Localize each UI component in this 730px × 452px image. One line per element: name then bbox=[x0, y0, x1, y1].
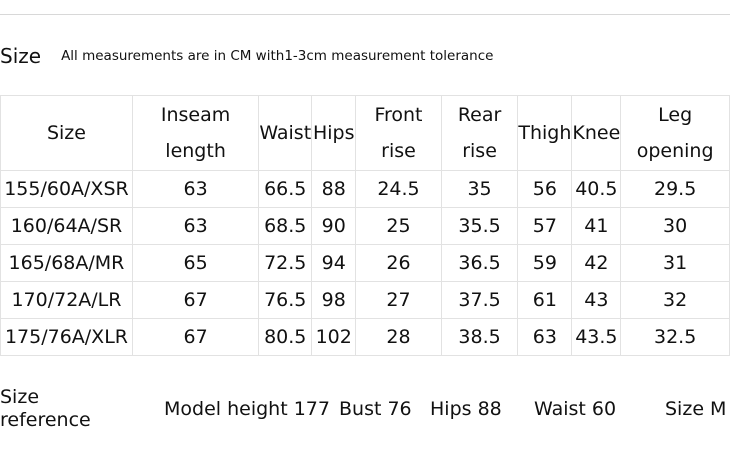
column-header-front-rise: Front rise bbox=[355, 95, 442, 171]
size-header: Size All measurements are in CM with1-3c… bbox=[0, 40, 493, 72]
column-header-line: Leg bbox=[658, 104, 693, 126]
cell-rear-rise: 35.5 bbox=[440, 207, 519, 245]
column-header-line: rise bbox=[462, 140, 497, 162]
cell-thigh: 59 bbox=[517, 244, 573, 282]
model-height: Model height 177 bbox=[164, 398, 330, 420]
cell-rear-rise: 35 bbox=[440, 170, 519, 208]
column-header-hips-label: Hips bbox=[312, 122, 355, 144]
cell-waist: 72.5 bbox=[258, 244, 313, 282]
column-header-rear-rise: Rear rise bbox=[440, 95, 519, 171]
cell-inseam: 63 bbox=[131, 207, 260, 245]
column-header-waist-label: Waist bbox=[259, 122, 312, 144]
cell-rear-rise: 36.5 bbox=[440, 244, 519, 282]
column-header-line: Inseam bbox=[160, 104, 231, 126]
size-reference-label-line: reference bbox=[0, 409, 91, 431]
model-size: Size M bbox=[665, 398, 727, 420]
column-header-line: length bbox=[165, 140, 226, 162]
cell-hips: 98 bbox=[311, 281, 357, 319]
cell-front-rise: 25 bbox=[355, 207, 442, 245]
cell-size: 165/68A/MR bbox=[0, 244, 133, 282]
cell-front-rise: 28 bbox=[355, 318, 442, 356]
top-divider bbox=[0, 14, 730, 15]
cell-waist: 66.5 bbox=[258, 170, 313, 208]
size-chart-table: Size Inseam length Waist Hips Front rise… bbox=[0, 95, 730, 356]
cell-leg-opening: 29.5 bbox=[620, 170, 730, 208]
column-header-waist: Waist bbox=[258, 95, 313, 171]
column-header-leg-opening: Leg opening bbox=[620, 95, 730, 171]
cell-size: 170/72A/LR bbox=[0, 281, 133, 319]
cell-leg-opening: 30 bbox=[620, 207, 730, 245]
model-waist: Waist 60 bbox=[534, 398, 617, 420]
cell-size: 160/64A/SR bbox=[0, 207, 133, 245]
table-row: 155/60A/XSR 63 66.5 88 24.5 35 56 40.5 2… bbox=[0, 170, 730, 208]
cell-thigh: 61 bbox=[517, 281, 573, 319]
cell-inseam: 67 bbox=[131, 318, 260, 356]
column-header-thigh-label: Thigh bbox=[518, 122, 572, 144]
cell-hips: 88 bbox=[311, 170, 357, 208]
table-row: 160/64A/SR 63 68.5 90 25 35.5 57 41 30 bbox=[0, 207, 730, 245]
model-bust: Bust 76 bbox=[339, 398, 412, 420]
cell-knee: 43 bbox=[571, 281, 622, 319]
column-header-line: opening bbox=[636, 140, 714, 162]
size-title: Size bbox=[0, 44, 42, 68]
cell-knee: 41 bbox=[571, 207, 622, 245]
cell-knee: 40.5 bbox=[571, 170, 622, 208]
cell-thigh: 63 bbox=[517, 318, 573, 356]
column-header-knee: Knee bbox=[571, 95, 622, 171]
column-header-size-label: Size bbox=[46, 122, 86, 144]
cell-waist: 80.5 bbox=[258, 318, 313, 356]
cell-waist: 76.5 bbox=[258, 281, 313, 319]
column-header-line: Rear bbox=[457, 104, 502, 126]
cell-thigh: 56 bbox=[517, 170, 573, 208]
column-header-inseam-length: Inseam length bbox=[131, 95, 260, 171]
cell-waist: 68.5 bbox=[258, 207, 313, 245]
cell-rear-rise: 38.5 bbox=[440, 318, 519, 356]
table-row: 165/68A/MR 65 72.5 94 26 36.5 59 42 31 bbox=[0, 244, 730, 282]
cell-leg-opening: 31 bbox=[620, 244, 730, 282]
cell-hips: 102 bbox=[311, 318, 357, 356]
cell-front-rise: 24.5 bbox=[355, 170, 442, 208]
cell-inseam: 63 bbox=[131, 170, 260, 208]
cell-hips: 94 bbox=[311, 244, 357, 282]
cell-hips: 90 bbox=[311, 207, 357, 245]
size-reference-label-line: Size bbox=[0, 386, 40, 408]
cell-size: 175/76A/XLR bbox=[0, 318, 133, 356]
column-header-size: Size bbox=[0, 95, 133, 171]
cell-front-rise: 26 bbox=[355, 244, 442, 282]
table-row: 175/76A/XLR 67 80.5 102 28 38.5 63 43.5 … bbox=[0, 318, 730, 356]
model-hips: Hips 88 bbox=[430, 398, 502, 420]
cell-inseam: 65 bbox=[131, 244, 260, 282]
cell-leg-opening: 32 bbox=[620, 281, 730, 319]
cell-knee: 43.5 bbox=[571, 318, 622, 356]
measurement-note: All measurements are in CM with1-3cm mea… bbox=[61, 48, 494, 64]
size-reference: Size reference Model height 177 Bust 76 … bbox=[0, 386, 730, 432]
cell-leg-opening: 32.5 bbox=[620, 318, 730, 356]
column-header-line: Front bbox=[374, 104, 423, 126]
cell-thigh: 57 bbox=[517, 207, 573, 245]
column-header-hips: Hips bbox=[311, 95, 357, 171]
size-reference-label: Size reference bbox=[0, 386, 110, 432]
cell-front-rise: 27 bbox=[355, 281, 442, 319]
table-row: 170/72A/LR 67 76.5 98 27 37.5 61 43 32 bbox=[0, 281, 730, 319]
column-header-knee-label: Knee bbox=[572, 122, 621, 144]
cell-inseam: 67 bbox=[131, 281, 260, 319]
table-header-row: Size Inseam length Waist Hips Front rise… bbox=[0, 95, 730, 171]
column-header-line: rise bbox=[381, 140, 416, 162]
cell-rear-rise: 37.5 bbox=[440, 281, 519, 319]
cell-size: 155/60A/XSR bbox=[0, 170, 133, 208]
column-header-thigh: Thigh bbox=[517, 95, 573, 171]
cell-knee: 42 bbox=[571, 244, 622, 282]
